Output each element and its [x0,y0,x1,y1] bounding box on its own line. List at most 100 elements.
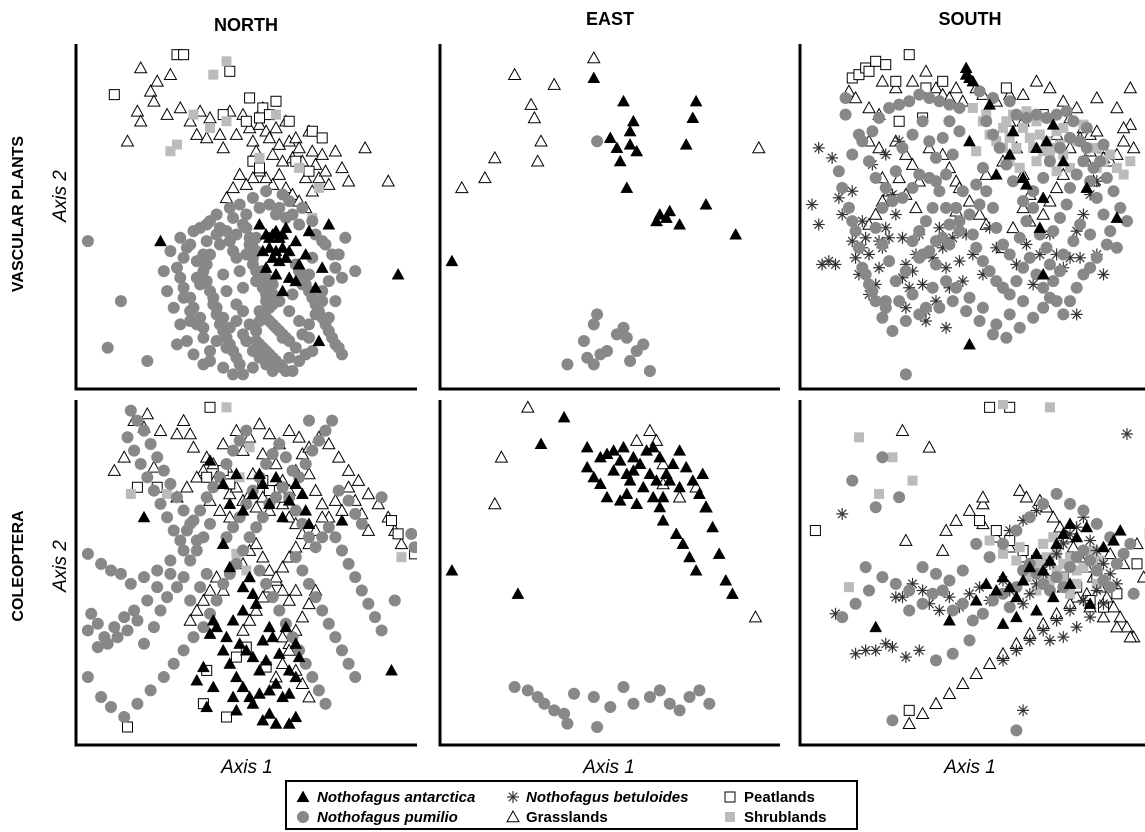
point-antarctica [963,134,976,147]
point-antarctica [262,241,276,253]
point-antarctica [246,587,260,599]
point-pumilio [1060,105,1073,118]
point-pumilio [164,477,177,490]
point-shrublands [1048,532,1059,543]
point-grasslands [1113,610,1128,623]
point-antarctica [276,227,290,240]
point-pumilio [1064,561,1076,574]
point-pumilio [1037,301,1050,314]
point-pumilio [849,225,862,238]
point-antarctica [292,257,306,270]
point-pumilio [105,701,117,714]
point-pumilio [1017,195,1030,208]
point-grasslands [176,413,191,426]
point-antarctica [1023,560,1037,573]
point-betuloides [812,218,825,231]
point-betuloides [869,644,882,657]
point-shrublands [1118,169,1129,180]
point-antarctica [239,643,253,656]
point-peatlands [108,89,120,101]
point-pumilio [253,201,266,214]
point-pumilio [187,514,200,527]
point-pumilio [946,647,959,660]
point-betuloides [816,258,829,271]
point-antarctica [445,563,459,576]
point-pumilio [521,684,534,697]
point-pumilio [859,268,872,281]
point-grasslands [888,80,903,94]
point-pumilio [849,597,862,610]
point-betuloides [1043,634,1056,647]
point-grasslands [962,194,977,207]
point-grasslands [530,154,545,167]
point-shrublands [1011,555,1022,566]
point-pumilio [128,444,141,457]
point-antarctica [276,241,290,253]
point-pumilio [131,697,144,710]
point-grasslands [972,207,987,220]
point-betuloides [1074,251,1087,264]
point-shrublands [1065,588,1075,599]
point-antarctica [1056,527,1070,539]
point-pumilio [266,447,279,460]
point-grasslands [922,440,937,453]
point-grasslands [1029,74,1044,87]
point-antarctica [676,537,690,549]
point-pumilio [693,684,706,697]
point-pumilio [617,681,630,694]
point-peatlands [230,651,242,663]
point-antarctica [699,197,713,210]
point-pumilio [296,201,309,214]
point-pumilio [990,318,1003,331]
point-antarctica [269,717,283,729]
scatter-points-vascular-east [445,50,766,378]
point-grasslands [335,503,349,516]
point-pumilio [1057,308,1070,321]
point-pumilio [1003,601,1016,614]
point-shrublands [1044,149,1055,160]
point-grasslands [302,596,316,610]
point-pumilio [930,654,942,667]
point-grasslands [275,630,290,643]
point-grasslands [939,523,953,536]
point-grasslands [868,207,883,220]
point-pumilio [930,258,942,271]
point-grasslands [143,84,158,97]
legend-antarctica-icon [296,790,310,803]
point-antarctica [276,284,290,297]
point-antarctica [996,617,1010,629]
point-antarctica [229,670,243,683]
point-antarctica [445,254,459,267]
point-pumilio [233,265,246,278]
point-shrublands [172,139,182,150]
point-grasslands [341,480,356,493]
point-pumilio [141,594,154,607]
point-pumilio [164,245,177,258]
point-antarctica [236,504,250,516]
point-pumilio [906,128,919,141]
point-pumilio [1107,185,1120,198]
point-pumilio [946,604,959,617]
point-peatlands [204,401,216,413]
point-pumilio [299,457,312,470]
point-pumilio [906,181,919,194]
point-antarctica [1020,178,1033,190]
point-grasslands [292,430,306,443]
point-grasslands [189,470,204,483]
point-pumilio [1110,557,1123,570]
point-antarctica [663,474,677,486]
point-antarctica [253,687,266,699]
point-grasslands [1123,80,1138,94]
point-antarctica [630,497,644,509]
point-antarctica [623,138,637,150]
point-pumilio [953,101,966,114]
point-antarctica [203,454,217,466]
point-pumilio [1020,215,1033,228]
point-pumilio [1043,258,1056,271]
point-antarctica [1050,537,1064,549]
x-axis-label-north: Axis 1 [220,757,273,778]
point-pumilio [177,571,190,584]
point-pumilio [157,265,170,278]
point-grasslands [1110,620,1124,633]
point-shrublands [1001,116,1012,127]
